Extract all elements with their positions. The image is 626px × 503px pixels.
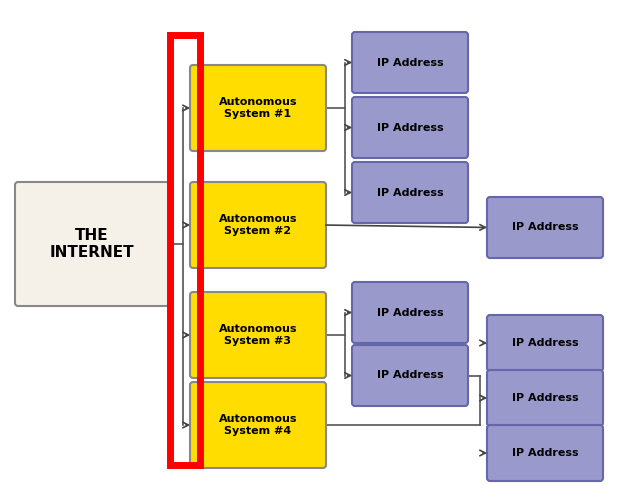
FancyBboxPatch shape: [15, 182, 169, 306]
FancyBboxPatch shape: [352, 97, 468, 158]
FancyBboxPatch shape: [487, 425, 603, 481]
FancyBboxPatch shape: [352, 32, 468, 93]
Text: Autonomous
System #1: Autonomous System #1: [218, 97, 297, 119]
Text: Autonomous
System #3: Autonomous System #3: [218, 324, 297, 346]
FancyBboxPatch shape: [352, 345, 468, 406]
Text: Autonomous
System #2: Autonomous System #2: [218, 214, 297, 236]
Text: THE
INTERNET: THE INTERNET: [49, 228, 135, 260]
Text: IP Address: IP Address: [377, 371, 443, 380]
Text: Autonomous
System #4: Autonomous System #4: [218, 414, 297, 436]
Text: IP Address: IP Address: [511, 448, 578, 458]
Text: IP Address: IP Address: [511, 222, 578, 232]
FancyBboxPatch shape: [190, 382, 326, 468]
FancyBboxPatch shape: [190, 182, 326, 268]
Bar: [170, 35, 200, 465]
FancyBboxPatch shape: [487, 370, 603, 426]
FancyBboxPatch shape: [352, 162, 468, 223]
FancyBboxPatch shape: [487, 315, 603, 371]
FancyBboxPatch shape: [352, 282, 468, 343]
FancyBboxPatch shape: [190, 292, 326, 378]
Text: IP Address: IP Address: [377, 57, 443, 67]
Text: IP Address: IP Address: [511, 393, 578, 403]
FancyBboxPatch shape: [487, 197, 603, 258]
Text: IP Address: IP Address: [377, 123, 443, 132]
Text: IP Address: IP Address: [511, 338, 578, 348]
Text: IP Address: IP Address: [377, 188, 443, 198]
FancyBboxPatch shape: [190, 65, 326, 151]
Text: IP Address: IP Address: [377, 307, 443, 317]
